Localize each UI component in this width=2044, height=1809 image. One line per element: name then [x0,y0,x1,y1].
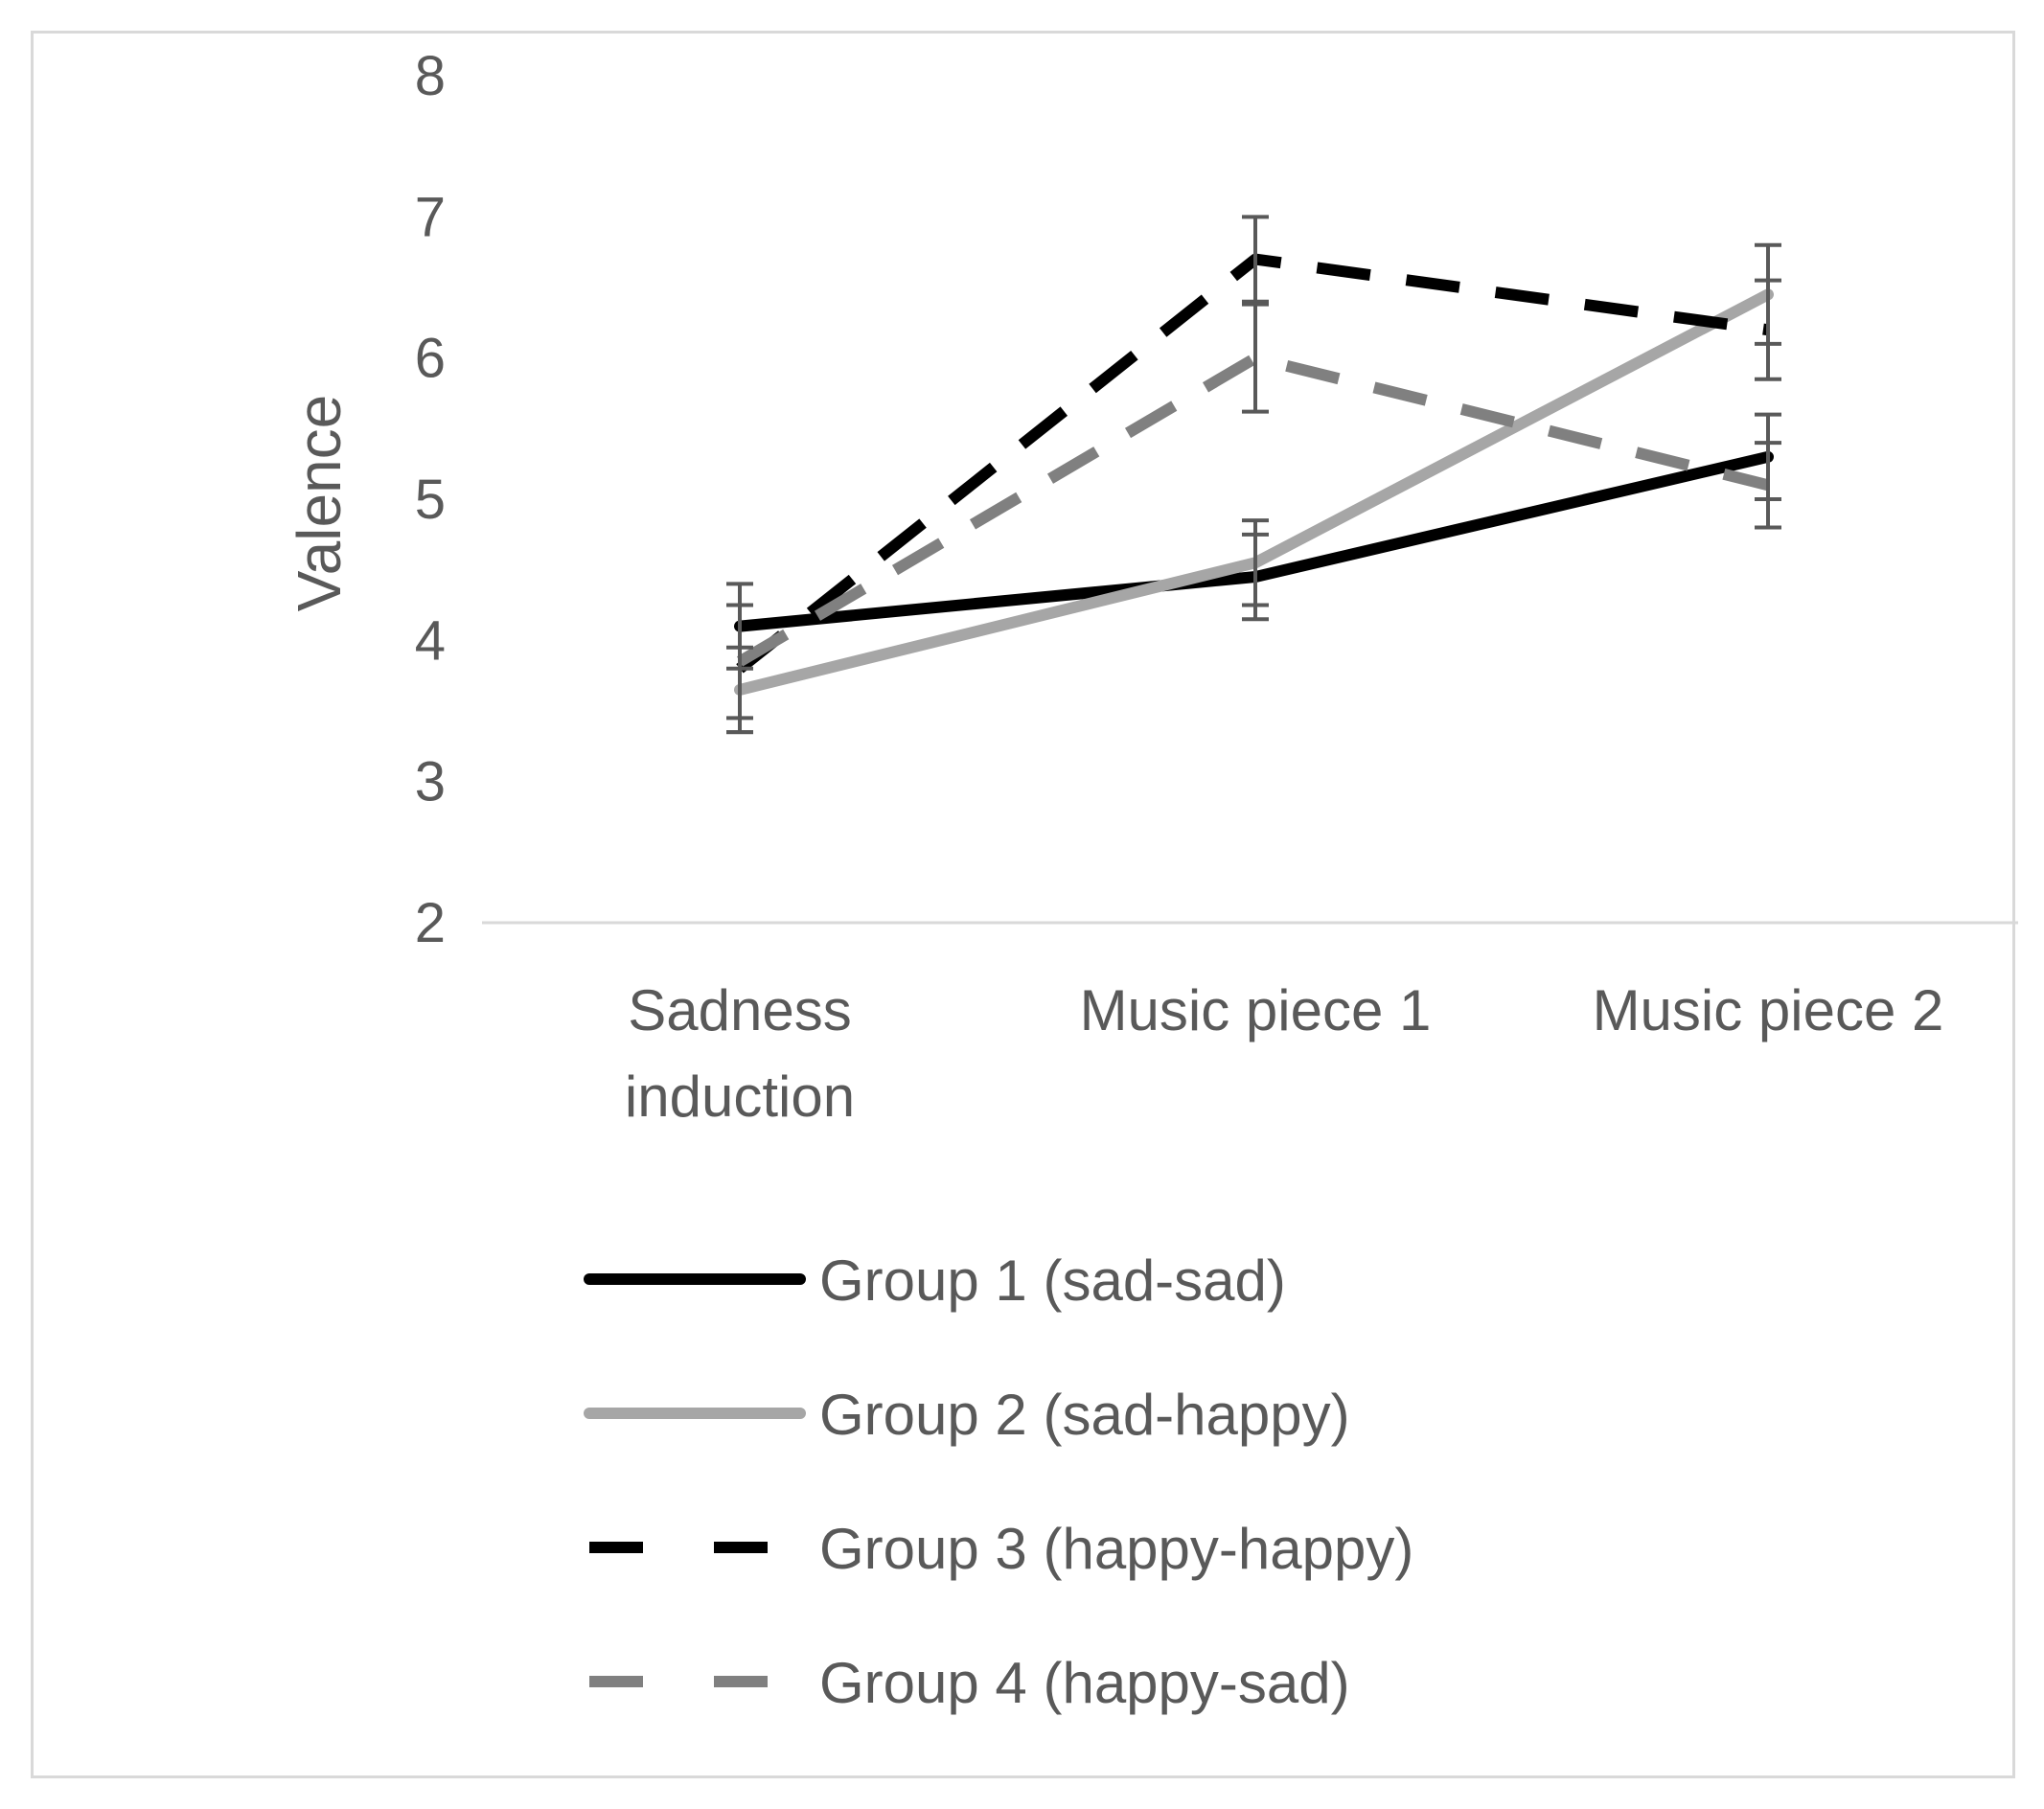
y-tick-label: 8 [415,45,446,107]
x-axis-categories: Sadness induction Music piece 1 Music piece… [625,978,1944,1129]
y-tick-label: 3 [415,751,446,813]
legend-label-group-4: Group 4 (happy-sad) [819,1651,1350,1715]
line-chart: 2 3 4 5 6 7 8 Valence Sadness induction Music pi… [285,45,2018,1715]
error-bars [726,215,1781,735]
y-tick-label: 7 [415,186,446,248]
y-tick-label: 5 [415,469,446,531]
series-line-group-4 [736,352,1770,667]
legend: Group 1 (sad-sad) Group 2 (sad-happy) Grou… [584,1248,1413,1715]
x-category-label: induction [625,1065,855,1129]
y-tick-label: 4 [415,609,446,672]
y-axis-title: Valence [285,395,354,612]
x-category-label: Music piece 2 [1593,978,1944,1042]
y-tick-label: 2 [415,892,446,954]
x-category-label: Sadness [628,978,852,1042]
legend-label-group-1: Group 1 (sad-sad) [819,1248,1286,1313]
legend-label-group-2: Group 2 (sad-happy) [819,1383,1350,1447]
y-tick-label: 6 [415,328,446,390]
y-axis-ticks: 2 3 4 5 6 7 8 [415,45,446,954]
chart-frame: 2 3 4 5 6 7 8 Valence Sadness induction Music pi… [31,31,2018,1778]
legend-label-group-3: Group 3 (happy-happy) [819,1517,1413,1581]
x-category-label: Music piece 1 [1080,978,1432,1042]
